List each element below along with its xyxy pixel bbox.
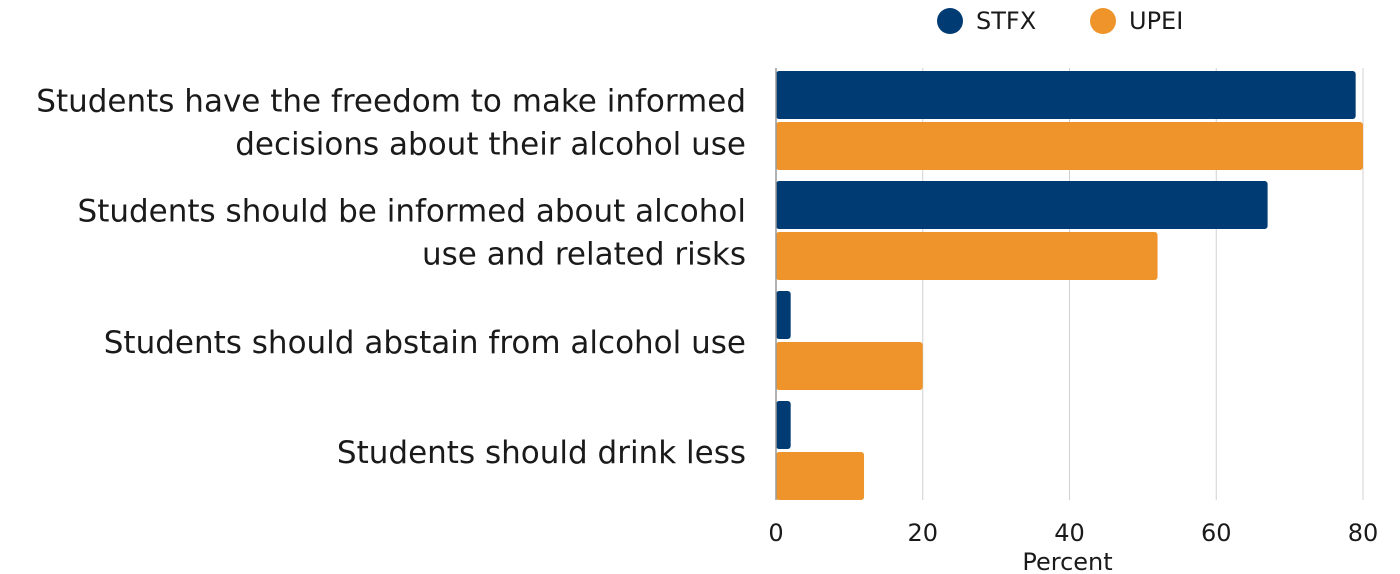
category-labels: Students have the freedom to make inform… xyxy=(36,84,746,472)
bar-upei: UPEI: 80 xyxy=(776,122,1363,170)
bar-stfx: STFX: 2 xyxy=(776,401,791,449)
category-label: Students have the freedom to make inform… xyxy=(36,84,746,120)
bar-upei: UPEI: 52 xyxy=(776,232,1158,280)
bar-stfx: STFX: 2 xyxy=(776,291,791,339)
legend: STFX UPEI xyxy=(937,7,1183,35)
x-axis-title: Percent xyxy=(1022,548,1112,574)
bar-stfx: STFX: 79 xyxy=(776,71,1356,119)
bar-upei: UPEI: 20 xyxy=(776,342,923,390)
category-label: decisions about their alcohol use xyxy=(235,127,746,163)
x-tick-label: 80 xyxy=(1348,519,1379,547)
bar-stfx: STFX: 67 xyxy=(776,181,1268,229)
bars: STFX: 79UPEI: 80 STFX: 67UPEI: 52 STFX: 2 U… xyxy=(776,71,1363,500)
legend-label-stfx: STFX xyxy=(976,7,1036,35)
legend-swatch-upei xyxy=(1090,8,1116,34)
x-tick-label: 40 xyxy=(1054,519,1085,547)
category-label: use and related risks xyxy=(422,237,746,273)
x-tick-label: 60 xyxy=(1201,519,1232,547)
x-tick-label: 20 xyxy=(907,519,938,547)
legend-swatch-stfx xyxy=(937,8,963,34)
x-tick-labels: 0 20 40 60 80 xyxy=(768,519,1378,547)
category-label: Students should drink less xyxy=(337,435,746,471)
category-label: Students should be informed about alcoho… xyxy=(78,194,746,230)
bar-upei: UPEI: 12 xyxy=(776,452,865,500)
x-tick-label: 0 xyxy=(768,519,783,547)
category-label: Students should abstain from alcohol use xyxy=(104,325,746,361)
legend-label-upei: UPEI xyxy=(1129,7,1183,35)
